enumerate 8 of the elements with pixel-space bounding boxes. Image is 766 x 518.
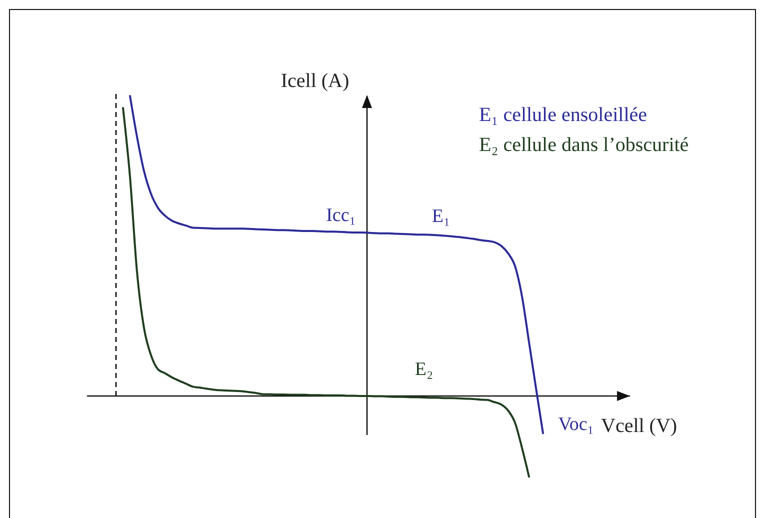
text: E₁ cellule ensoleillée [479, 104, 648, 126]
text: E₂ cellule dans l’obscurité [479, 134, 689, 156]
annotation: Icc₁ [326, 204, 356, 226]
annotation: E₁ [432, 206, 450, 226]
y-axis-title: Icell (A) [280, 70, 350, 92]
text: Voc₁ [558, 414, 594, 434]
x-axis-title: Vcell (V) [601, 415, 678, 437]
annotation: E₂ [414, 358, 434, 380]
